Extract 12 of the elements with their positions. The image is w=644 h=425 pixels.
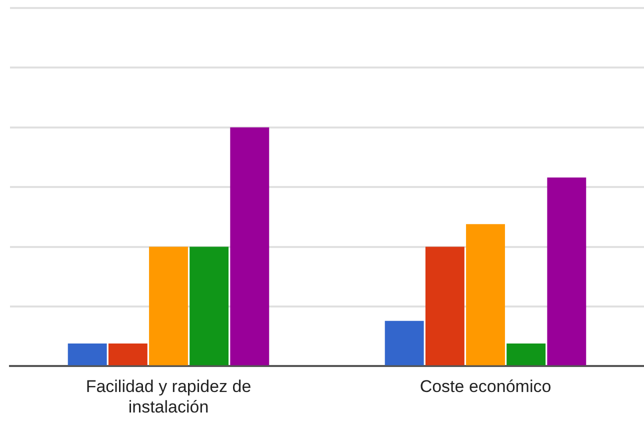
x-tick-label: Coste económico [420, 377, 552, 396]
bar [149, 246, 188, 366]
x-tick-label: Facilidad y rapidez de instalación [86, 377, 252, 416]
bar [68, 344, 107, 366]
bar [547, 178, 586, 366]
bar [190, 246, 229, 366]
bar [466, 224, 505, 366]
bar [384, 320, 424, 366]
bar [425, 246, 464, 366]
bar [230, 127, 270, 366]
bar [108, 344, 148, 366]
bar [506, 344, 546, 366]
